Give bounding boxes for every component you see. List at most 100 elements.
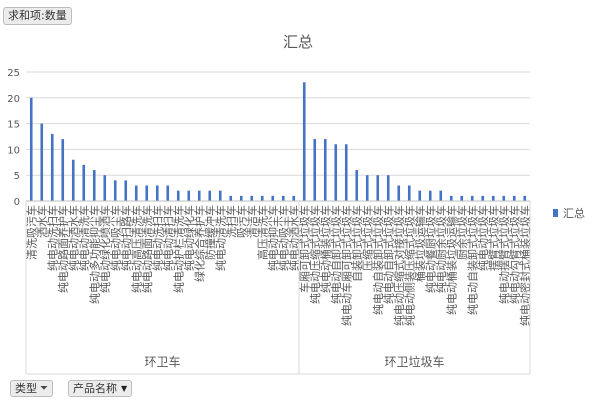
value-field-button[interactable]: 求和项:数量 [3,7,72,25]
category-label: 纯电动清洗车 [77,205,91,271]
bar [82,164,86,201]
category-label: 自装卸式垃圾车 [350,205,364,282]
category-label: 高压清洗车 [255,205,269,260]
bar [355,170,359,201]
category-label: 洗扫车 [224,205,238,238]
category-label: 纯电动桶装垃圾车 [318,205,332,293]
category-label: 纯电动垃圾车 [476,205,490,271]
category-label: 纯电动高压清洗车 [129,205,143,293]
bar [460,195,464,201]
bar [376,175,380,201]
category-label: 摆臂式垃圾车 [486,205,500,271]
category-label: 纯电动压缩式垃圾车 [308,205,322,304]
category-label: 纯电动自卸式垃圾车 [381,205,395,304]
y-axis-ticks: 0 5 10 15 20 25 [7,68,20,208]
category-label: 纯电动洒水车 [287,205,301,271]
legend-label: 汇总 [563,206,585,220]
category-label: 纯电动护栏清洗车 [171,205,185,293]
bar [103,175,107,201]
type-field-button[interactable]: 类型 ⏷ [10,380,53,397]
bar [208,190,212,201]
category-label: 车厢可卸式垃圾车 [297,205,311,293]
category-label: 纯电动压缩式对接垃圾车 [392,205,406,326]
category-label: 清洁车 [245,205,259,238]
bar [418,190,422,201]
product-field-button[interactable]: 产品名称 ▼ [68,380,133,397]
category-label: 桶装垃圾运输车 [413,205,427,282]
category-label: 纯电动抑尘车 [266,205,280,271]
dropdown-arrow-icon[interactable]: ▼ [121,383,128,393]
bar [470,195,474,201]
category-label: 纯电动清扫车 [161,205,175,271]
category-label: 纯电动吸尘车 [276,205,290,271]
filter-icon[interactable]: ⏷ [40,382,48,394]
bar [449,195,453,201]
bar [397,185,401,201]
bar [113,180,117,201]
y-tick-label: 25 [7,68,20,79]
category-label: 吸污车 [234,205,248,238]
bar [229,195,233,201]
bar [250,195,254,201]
bar [334,144,338,201]
y-tick-label: 10 [7,145,20,156]
category-label: 清洗吸污车 [24,205,38,260]
bar [271,195,275,201]
y-tick-label: 20 [7,94,20,105]
bar [187,190,191,201]
category-label: 纯电动车厢可卸式垃圾车 [339,205,353,326]
group-label: 环卫车 [144,354,180,369]
bar [260,195,264,201]
bar [323,139,327,201]
y-tick-label: 0 [14,197,20,208]
category-label: 纯电动勾臂式垃圾车 [507,205,521,304]
category-label: 纯电动桶装垃圾运输车 [444,205,458,315]
bar [50,133,54,201]
category-label: 厨余垃圾车 [455,205,469,260]
bar [155,185,159,201]
bar [124,180,128,201]
bar [313,139,317,201]
chart-bars [29,82,527,201]
category-label: 压缩式垃圾车 [360,205,374,271]
bar [40,123,44,201]
category-label: 纯电动扫路车 [119,205,133,271]
bar [134,185,138,201]
bar [176,190,180,201]
type-field-label: 类型 [15,381,37,395]
category-label: 纯电动洗扫车 [150,205,164,271]
category-label: 纯电动多功能抑尘车 [87,205,101,304]
bar [386,175,390,201]
bar [292,195,296,201]
category-label: 纯电动洒水车 [66,205,80,271]
category-label: 纯电动吸尘车 [108,205,122,271]
category-label: 纯电动自装卸式垃圾车 [371,205,385,315]
legend: 汇总 [553,206,585,220]
category-label: 纯电动摆臂式垃圾车 [497,205,511,304]
category-label: 绿化综合养护车 [192,205,206,282]
group-label: 环卫垃圾车 [384,354,444,369]
legend-swatch [553,209,558,217]
bar [281,195,285,201]
bar [407,185,411,201]
category-label: 纯电动绿化车 [182,205,196,271]
category-label: 防撞缓冲车 [203,205,217,260]
bar [502,195,506,201]
bar [239,195,243,201]
category-label: 纯电动路面养护车 [56,205,70,293]
category-label: 纯电动自卸式垃圾车 [329,205,343,304]
category-label: 纯电动密封式桶装垃圾车 [518,205,532,326]
group-axis: 环卫车 环卫垃圾车 [25,200,531,375]
category-label: 洒水车 [35,205,49,238]
bar [71,159,75,201]
category-labels: 清洗吸污车洒水车纯电动洗扫车纯电动路面养护车纯电动洒水车纯电动清洗车纯电动多功能… [24,205,532,326]
product-field-label: 产品名称 [73,381,117,395]
bar [439,190,443,201]
bar [145,185,149,201]
bar [365,175,369,201]
category-label: 纯电动路面清洗车 [140,205,154,293]
bar [218,190,222,201]
bar [481,195,485,201]
bar [29,97,33,201]
